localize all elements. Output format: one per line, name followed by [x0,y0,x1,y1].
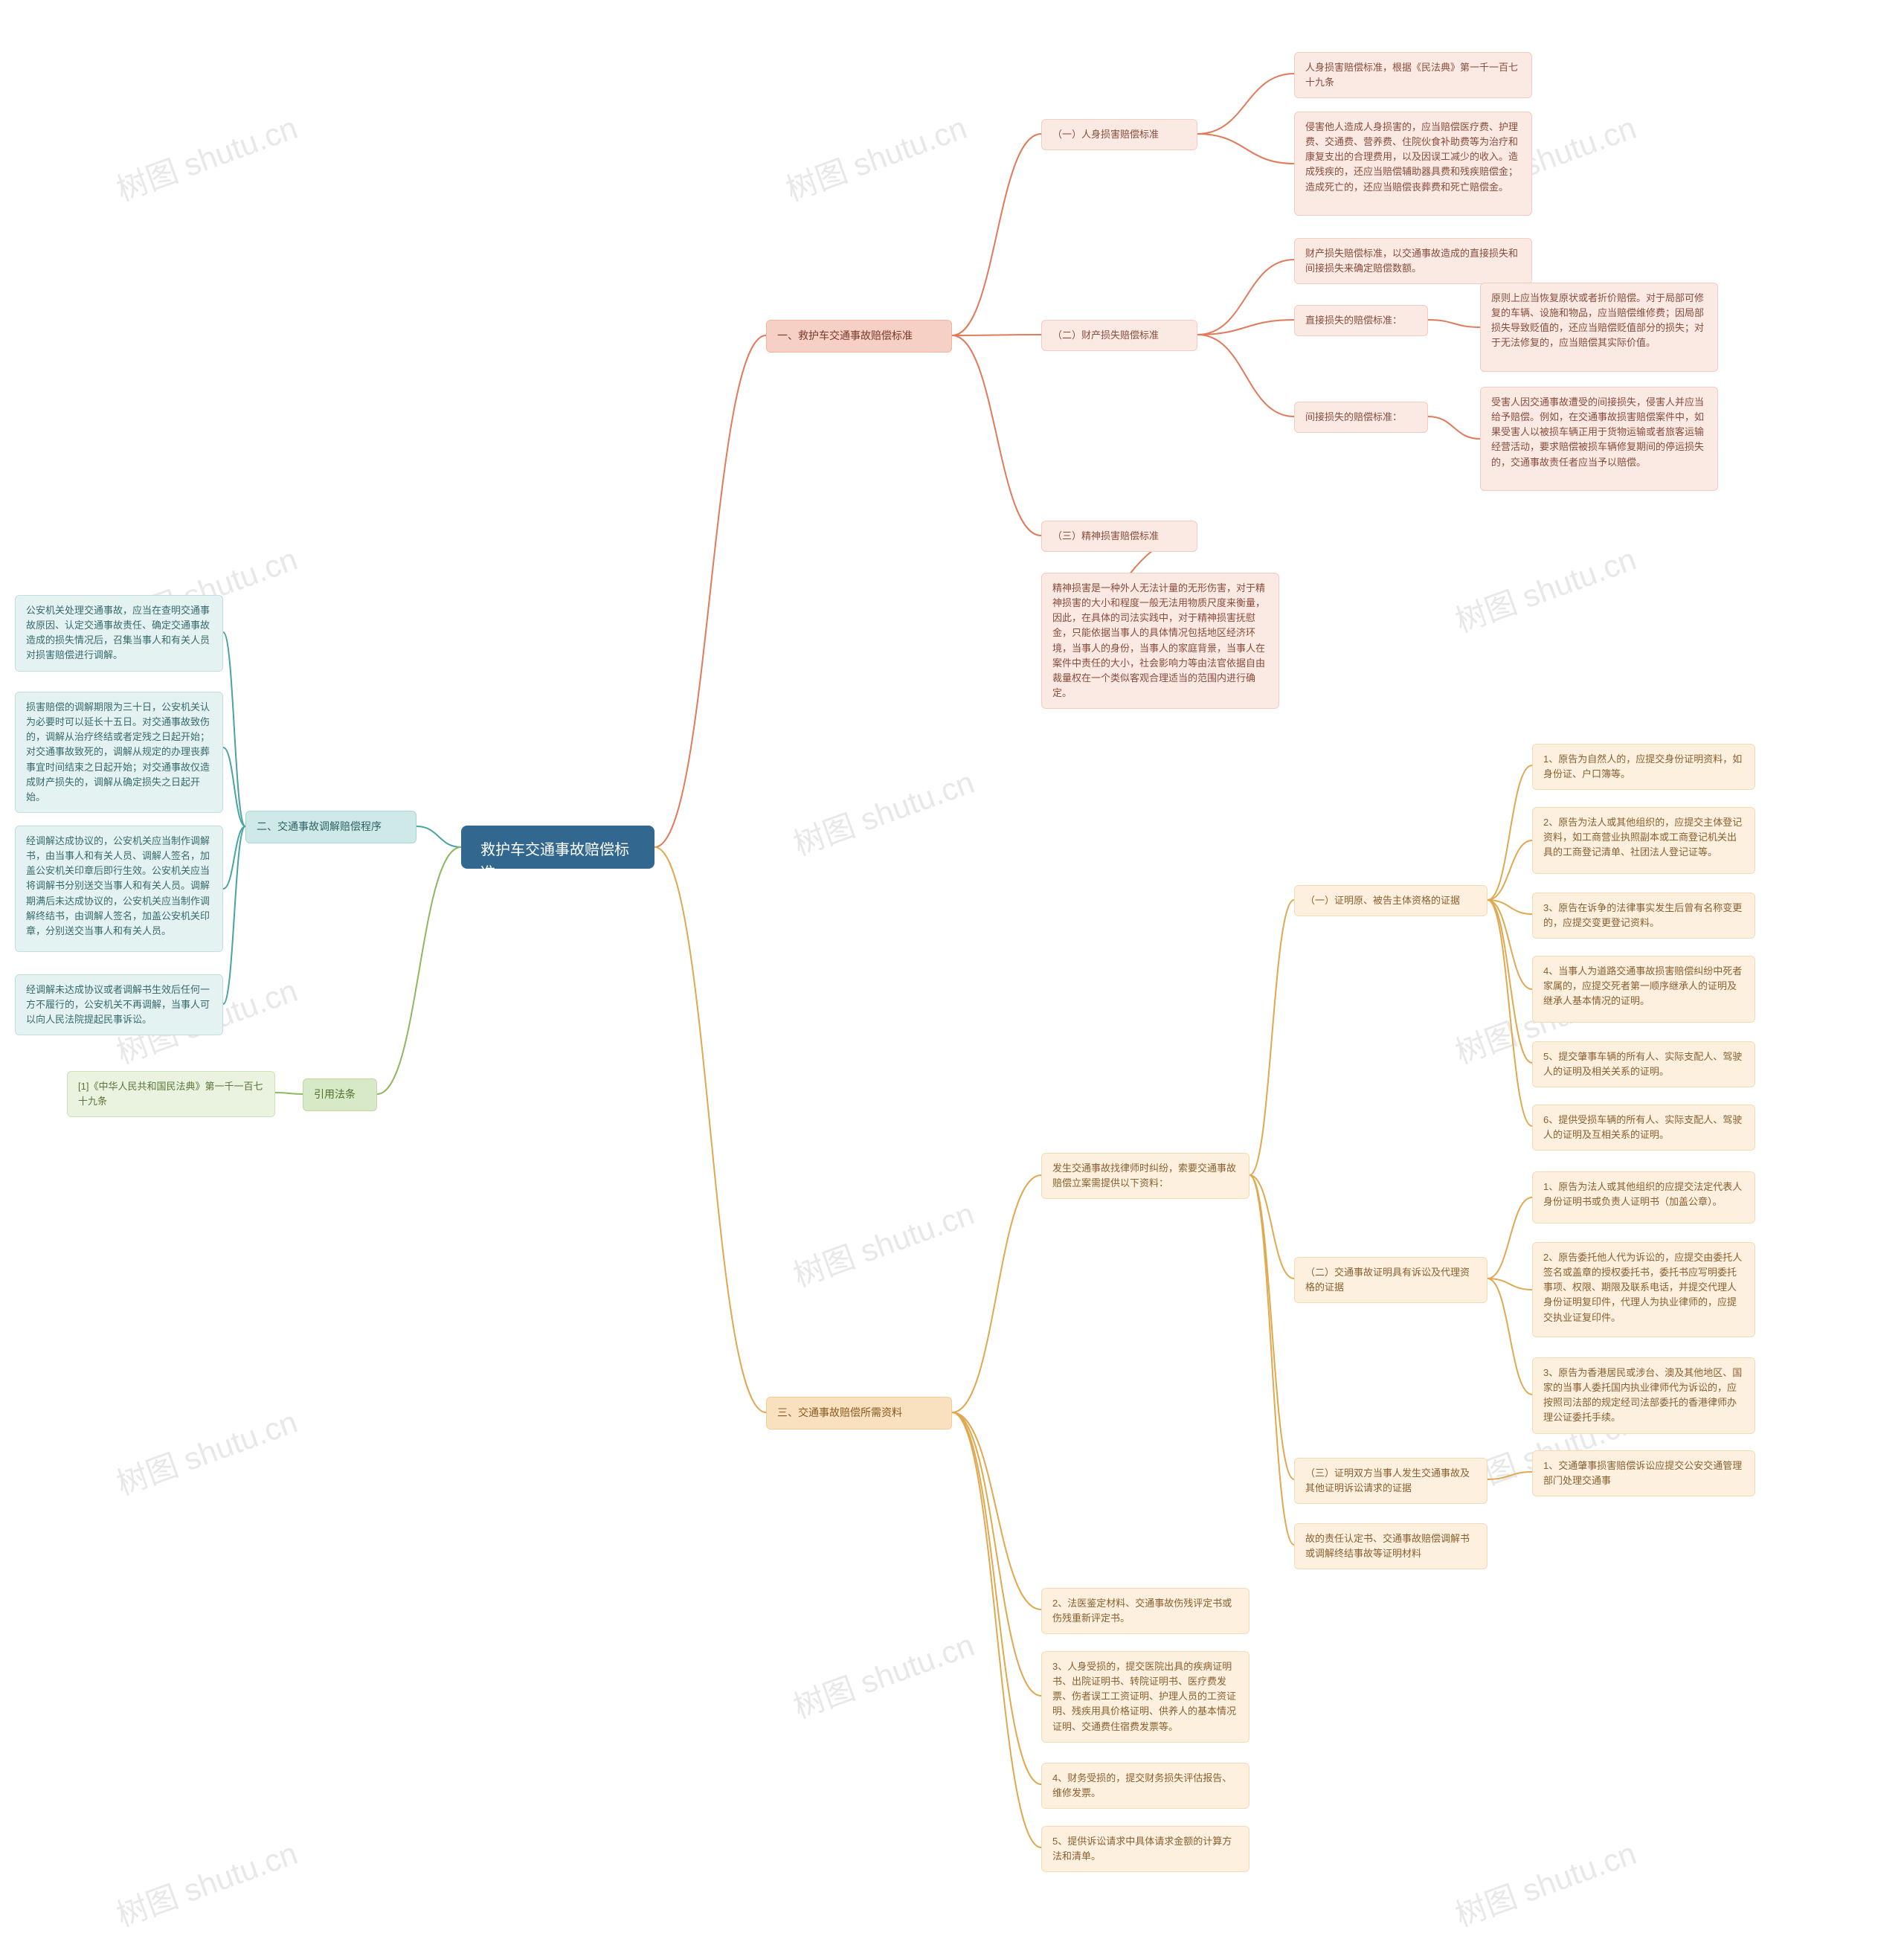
leaf-node: 2、法医鉴定材料、交通事故伤残评定书或伤残重新评定书。 [1041,1588,1250,1634]
leaf-node: 间接损失的赔偿标准： [1294,402,1428,433]
leaf-node: 4、当事人为道路交通事故损害赔偿纠纷中死者家属的，应提交死者第一顺序继承人的证明… [1532,956,1755,1023]
leaf-node: （一）证明原、被告主体资格的证据 [1294,885,1488,916]
leaf-node: （三）精神损害赔偿标准 [1041,521,1197,552]
leaf-node: 发生交通事故找律师时纠纷，索要交通事故赔偿立案需提供以下资料： [1041,1153,1250,1199]
leaf-node: 4、财务受损的，提交财务损失评估报告、维修发票。 [1041,1763,1250,1809]
leaf-node: 损害赔偿的调解期限为三十日，公安机关认为必要时可以延长十五日。对交通事故致伤的，… [15,692,223,813]
branch-node: 二、交通事故调解赔偿程序 [245,811,416,843]
leaf-node: 公安机关处理交通事故，应当在查明交通事故原因、认定交通事故责任、确定交通事故造成… [15,595,223,672]
leaf-node: 5、提交肇事车辆的所有人、实际支配人、驾驶人的证明及相关关系的证明。 [1532,1041,1755,1087]
leaf-node: 故的责任认定书、交通事故赔偿调解书或调解终结事故等证明材料 [1294,1523,1488,1569]
branch-node: 引用法条 [303,1078,377,1111]
leaf-node: （二）财产损失赔偿标准 [1041,320,1197,351]
leaf-node: 2、原告委托他人代为诉讼的，应提交由委托人签名或盖章的授权委托书，委托书应写明委… [1532,1242,1755,1337]
leaf-node: 1、原告为自然人的，应提交身份证明资料，如身份证、户口簿等。 [1532,744,1755,790]
branch-node: 一、救护车交通事故赔偿标准 [766,320,952,353]
leaf-node: （三）证明双方当事人发生交通事故及其他证明诉讼请求的证据 [1294,1458,1488,1504]
leaf-node: 人身损害赔偿标准，根据《民法典》第一千一百七十九条 [1294,52,1532,98]
branch-node: 三、交通事故赔偿所需资料 [766,1397,952,1430]
leaf-node: 3、原告为香港居民或涉台、澳及其他地区、国家的当事人委托国内执业律师代为诉讼的，… [1532,1357,1755,1434]
leaf-node: 2、原告为法人或其他组织的，应提交主体登记资料，如工商营业执照副本或工商登记机关… [1532,807,1755,874]
leaf-node: 6、提供受损车辆的所有人、实际支配人、驾驶人的证明及互相关系的证明。 [1532,1104,1755,1151]
leaf-node: （一）人身损害赔偿标准 [1041,119,1197,150]
leaf-node: 受害人因交通事故遭受的间接损失，侵害人并应当给予赔偿。例如，在交通事故损害赔偿案… [1480,387,1718,491]
leaf-node: 经调解达成协议的，公安机关应当制作调解书，由当事人和有关人员、调解人签名，加盖公… [15,826,223,952]
leaf-node: 直接损失的赔偿标准： [1294,305,1428,336]
leaf-node: [1]《中华人民共和国民法典》第一千一百七十九条 [67,1071,275,1117]
leaf-node: 财产损失赔偿标准，以交通事故造成的直接损失和间接损失来确定赔偿数额。 [1294,238,1532,284]
leaf-node: （二）交通事故证明具有诉讼及代理资格的证据 [1294,1257,1488,1303]
leaf-node: 5、提供诉讼请求中具体请求金额的计算方法和清单。 [1041,1826,1250,1872]
leaf-node: 精神损害是一种外人无法计量的无形伤害，对于精神损害的大小和程度一般无法用物质尺度… [1041,573,1279,709]
leaf-node: 3、原告在诉争的法律事实发生后曾有名称变更的，应提交变更登记资料。 [1532,893,1755,939]
leaf-node: 1、交通肇事损害赔偿诉讼应提交公安交通管理部门处理交通事 [1532,1450,1755,1496]
leaf-node: 1、原告为法人或其他组织的应提交法定代表人身份证明书或负责人证明书（加盖公章）。 [1532,1171,1755,1223]
leaf-node: 经调解未达成协议或者调解书生效后任何一方不履行的，公安机关不再调解，当事人可以向… [15,974,223,1035]
leaf-node: 3、人身受损的，提交医院出具的疾病证明书、出院证明书、转院证明书、医疗费发票、伤… [1041,1651,1250,1743]
leaf-node: 侵害他人造成人身损害的，应当赔偿医疗费、护理费、交通费、营养费、住院伙食补助费等… [1294,112,1532,216]
root-node: 救护车交通事故赔偿标准 [461,826,654,869]
leaf-node: 原则上应当恢复原状或者折价赔偿。对于局部可修复的车辆、设施和物品，应当赔偿维修费… [1480,283,1718,372]
